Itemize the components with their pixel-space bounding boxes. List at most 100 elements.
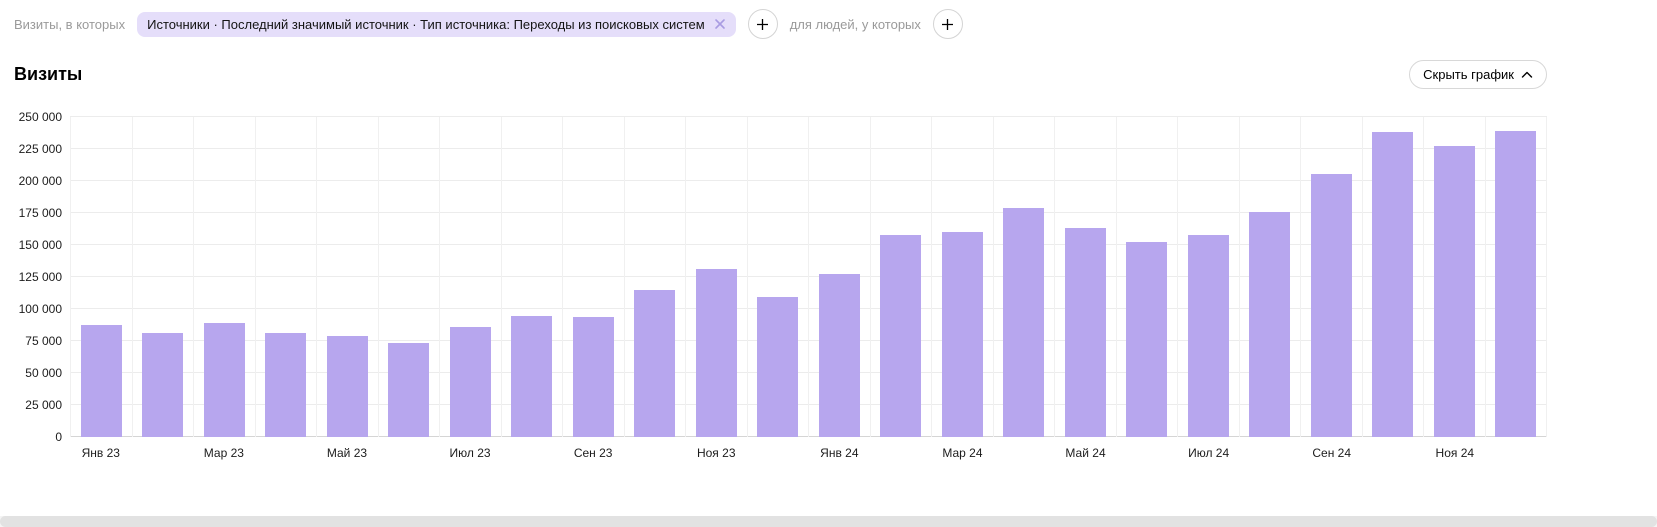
x-axis-tick-label: Янв 23 (81, 446, 120, 460)
bars-container (70, 117, 1547, 437)
y-axis-tick-label: 150 000 (18, 238, 62, 252)
x-axis-tick-label (624, 446, 686, 460)
bar-slot (994, 117, 1055, 437)
bar-slot (563, 117, 625, 437)
y-axis-tick-label: 100 000 (18, 302, 62, 316)
x-axis-tick-label: Ноя 24 (1435, 446, 1475, 460)
scrollbar-thumb[interactable] (0, 516, 1657, 527)
x-axis-tick-label: Июл 23 (449, 446, 491, 460)
plot-area (70, 116, 1547, 437)
y-axis-tick-label: 0 (55, 430, 62, 444)
y-axis-tick-label: 25 000 (25, 398, 62, 412)
add-visit-condition-button[interactable] (747, 9, 778, 39)
chart-bar[interactable] (388, 342, 430, 437)
bar-slot (1301, 117, 1363, 437)
chart-bar[interactable] (1064, 227, 1106, 437)
chart-section-header: Визиты Скрыть график (14, 60, 1547, 89)
chart-bar[interactable] (1495, 131, 1537, 437)
chart-bar[interactable] (695, 269, 737, 437)
bar-slot (1055, 117, 1117, 437)
chart-bar[interactable] (1187, 234, 1229, 437)
chart-bar[interactable] (1126, 241, 1168, 437)
source-filter-chip[interactable]: Источники · Последний значимый источник … (137, 11, 736, 37)
bar-slot (379, 117, 440, 437)
segment-filter-bar: Визиты, в которых Источники · Последний … (14, 8, 1547, 40)
hide-chart-button[interactable]: Скрыть график (1409, 60, 1547, 89)
bar-slot (133, 117, 194, 437)
chart-bar[interactable] (326, 335, 368, 437)
x-axis-tick-label (1116, 446, 1178, 460)
plus-icon (757, 18, 769, 30)
chart-bar[interactable] (1003, 207, 1045, 437)
close-icon (714, 19, 725, 29)
bar-slot (256, 117, 317, 437)
y-axis-tick-label: 225 000 (18, 142, 62, 156)
bar-slot (809, 117, 871, 437)
plus-icon (942, 18, 954, 30)
chart-bar[interactable] (80, 325, 122, 437)
bar-slot (748, 117, 809, 437)
chart-bar[interactable] (265, 333, 307, 437)
x-axis-tick-label: Ноя 23 (696, 446, 736, 460)
chart-bar[interactable] (634, 289, 676, 437)
metrica-visits-page: Визиты, в которых Источники · Последний … (14, 8, 1547, 460)
bar-slot (194, 117, 256, 437)
y-axis: 0 25 000 50 000 75 000 100 000 125 000 150 000… (14, 111, 70, 443)
chart-bar[interactable] (880, 234, 922, 437)
chart-bar[interactable] (1372, 132, 1414, 437)
chart-bar[interactable] (572, 316, 614, 437)
filter-chip-label: Источники · Последний значимый источник … (147, 16, 705, 32)
bar-slot (1240, 117, 1301, 437)
bar-slot (70, 117, 133, 437)
x-axis: Янв 23 Мар 23 Май 23 Июл 23 Сен 23 Ноя 23 Янв … (70, 446, 1547, 460)
x-axis-tick-label (870, 446, 932, 460)
bar-slot (1486, 117, 1547, 437)
x-axis-tick-label: Янв 24 (820, 446, 859, 460)
bar-slot (625, 117, 686, 437)
x-axis-tick-label (501, 446, 563, 460)
x-axis-tick-label (1486, 446, 1548, 460)
bar-slot (871, 117, 932, 437)
chevron-up-icon (1521, 71, 1533, 78)
x-axis-tick-label: Мар 23 (203, 446, 244, 460)
visits-bar-chart: 0 25 000 50 000 75 000 100 000 125 000 150 000… (14, 111, 1547, 460)
chart-bar[interactable] (1433, 145, 1475, 437)
x-axis-tick-label (993, 446, 1055, 460)
y-axis-tick-label: 175 000 (18, 206, 62, 220)
x-axis-tick-label: Май 23 (326, 446, 368, 460)
bar-slot (1363, 117, 1424, 437)
x-axis-tick-label: Май 24 (1065, 446, 1106, 460)
chart-bar[interactable] (1310, 173, 1352, 437)
chart-bar[interactable] (142, 333, 184, 437)
chart-bar[interactable] (941, 232, 983, 437)
chart-bar[interactable] (1249, 211, 1291, 437)
people-condition-label: для людей, у которых (789, 16, 921, 32)
bar-slot (932, 117, 994, 437)
hide-chart-label: Скрыть график (1423, 67, 1514, 82)
x-axis-tick-label (378, 446, 440, 460)
x-axis-tick-label: Мар 24 (942, 446, 983, 460)
x-axis-tick-label: Июл 24 (1188, 446, 1230, 460)
y-axis-tick-label: 125 000 (18, 270, 62, 284)
remove-filter-button[interactable] (714, 18, 726, 30)
x-axis-tick-label (747, 446, 809, 460)
y-axis-tick-label: 50 000 (25, 366, 62, 380)
bar-slot (1178, 117, 1240, 437)
chart-bar[interactable] (511, 316, 553, 437)
visits-condition-label: Визиты, в которых (14, 16, 126, 32)
x-axis-tick-label (255, 446, 317, 460)
horizontal-scrollbar[interactable] (0, 516, 1657, 527)
bar-slot (1424, 117, 1486, 437)
chart-bar[interactable] (449, 326, 491, 437)
y-axis-tick-label: 250 000 (18, 110, 62, 124)
bar-slot (440, 117, 502, 437)
chart-bar[interactable] (818, 274, 860, 437)
bar-slot (686, 117, 748, 437)
chart-bar[interactable] (757, 296, 799, 437)
add-people-condition-button[interactable] (932, 9, 963, 39)
y-axis-tick-label: 75 000 (25, 334, 62, 348)
gridline (70, 116, 1547, 117)
bar-slot (502, 117, 563, 437)
x-axis-tick-label: Сен 23 (573, 446, 613, 460)
chart-bar[interactable] (203, 323, 245, 437)
